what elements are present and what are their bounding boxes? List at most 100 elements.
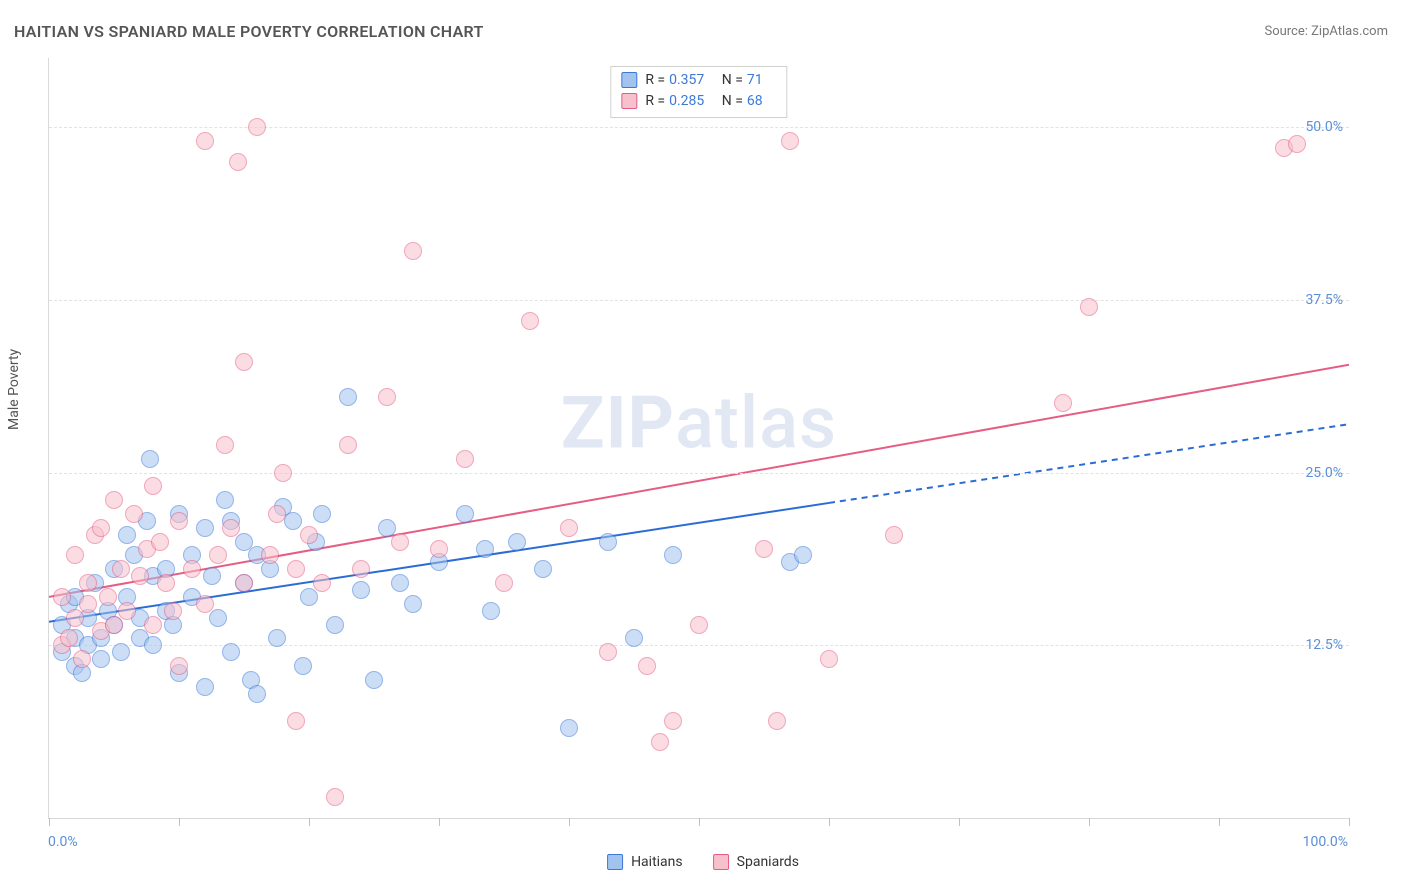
scatter-point-spaniards — [235, 353, 253, 371]
scatter-point-spaniards — [820, 650, 838, 668]
legend-swatch-spaniards — [713, 854, 729, 870]
scatter-point-spaniards — [73, 650, 91, 668]
scatter-point-spaniards — [60, 629, 78, 647]
scatter-point-spaniards — [144, 616, 162, 634]
legend-swatch-haitians — [607, 854, 623, 870]
scatter-point-haitians — [300, 588, 318, 606]
scatter-point-haitians — [196, 678, 214, 696]
scatter-point-haitians — [326, 616, 344, 634]
scatter-point-spaniards — [1080, 298, 1098, 316]
scatter-point-spaniards — [690, 616, 708, 634]
scatter-point-spaniards — [248, 118, 266, 136]
scatter-point-spaniards — [209, 546, 227, 564]
xtick — [1219, 818, 1220, 826]
scatter-point-spaniards — [105, 616, 123, 634]
legend-label-spaniards: Spaniards — [737, 854, 799, 870]
scatter-point-haitians — [664, 546, 682, 564]
gridline-h — [49, 300, 1349, 301]
scatter-point-haitians — [284, 512, 302, 530]
scatter-point-spaniards — [144, 477, 162, 495]
scatter-point-haitians — [339, 388, 357, 406]
scatter-point-spaniards — [885, 526, 903, 544]
scatter-point-spaniards — [430, 540, 448, 558]
scatter-point-spaniards — [664, 712, 682, 730]
scatter-point-spaniards — [235, 574, 253, 592]
xtick — [1349, 818, 1350, 826]
scatter-point-spaniards — [339, 436, 357, 454]
ytick-label: 37.5% — [1305, 292, 1343, 308]
scatter-point-haitians — [203, 567, 221, 585]
legend-label-haitians: Haitians — [631, 854, 683, 870]
scatter-point-haitians — [352, 581, 370, 599]
scatter-point-haitians — [534, 560, 552, 578]
scatter-point-spaniards — [261, 546, 279, 564]
scatter-point-haitians — [482, 602, 500, 620]
scatter-point-haitians — [222, 643, 240, 661]
scatter-point-spaniards — [196, 595, 214, 613]
swatch-haitians — [621, 72, 637, 88]
scatter-point-haitians — [391, 574, 409, 592]
scatter-point-spaniards — [768, 712, 786, 730]
scatter-point-spaniards — [755, 540, 773, 558]
r-value-1: 0.285 — [669, 93, 704, 109]
n-label-1: N = — [722, 93, 743, 109]
scatter-point-spaniards — [378, 388, 396, 406]
scatter-point-spaniards — [560, 519, 578, 537]
scatter-point-spaniards — [300, 526, 318, 544]
scatter-point-spaniards — [391, 533, 409, 551]
scatter-point-spaniards — [170, 657, 188, 675]
scatter-point-spaniards — [216, 436, 234, 454]
watermark-text: ZIPatlas — [561, 380, 837, 465]
scatter-point-spaniards — [352, 560, 370, 578]
scatter-point-spaniards — [125, 505, 143, 523]
ytick-label: 50.0% — [1305, 119, 1343, 135]
scatter-point-spaniards — [651, 733, 669, 751]
n-label-0: N = — [722, 72, 743, 88]
scatter-point-spaniards — [131, 567, 149, 585]
xtick — [439, 818, 440, 826]
n-value-1: 68 — [747, 93, 763, 109]
scatter-point-haitians — [209, 609, 227, 627]
scatter-point-spaniards — [1054, 394, 1072, 412]
scatter-point-haitians — [248, 685, 266, 703]
scatter-point-spaniards — [118, 602, 136, 620]
scatter-point-spaniards — [287, 560, 305, 578]
bottom-legend: Haitians Spaniards — [607, 854, 799, 870]
scatter-point-spaniards — [66, 546, 84, 564]
gridline-h — [49, 127, 1349, 128]
r-value-0: 0.357 — [669, 72, 704, 88]
scatter-point-spaniards — [53, 588, 71, 606]
scatter-point-haitians — [141, 450, 159, 468]
scatter-point-spaniards — [164, 602, 182, 620]
scatter-point-spaniards — [456, 450, 474, 468]
r-label-0: R = — [645, 72, 665, 88]
gridline-h — [49, 473, 1349, 474]
stats-row-spaniards: R =0.285 N =68 — [621, 92, 776, 111]
n-value-0: 71 — [747, 72, 763, 88]
scatter-point-spaniards — [326, 788, 344, 806]
scatter-point-haitians — [144, 636, 162, 654]
scatter-point-spaniards — [92, 519, 110, 537]
gridline-h — [49, 645, 1349, 646]
xtick — [959, 818, 960, 826]
stats-row-haitians: R =0.357 N =71 — [621, 71, 776, 90]
scatter-point-haitians — [118, 526, 136, 544]
scatter-point-haitians — [216, 491, 234, 509]
scatter-point-haitians — [268, 629, 286, 647]
scatter-point-haitians — [112, 643, 130, 661]
scatter-point-spaniards — [222, 519, 240, 537]
scatter-point-spaniards — [287, 712, 305, 730]
xtick — [179, 818, 180, 826]
scatter-point-spaniards — [638, 657, 656, 675]
stats-legend-box: R =0.357 N =71 R =0.285 N =68 — [610, 66, 787, 118]
scatter-point-haitians — [404, 595, 422, 613]
xtick — [829, 818, 830, 826]
watermark-bold: ZIP — [561, 380, 675, 465]
scatter-point-spaniards — [79, 595, 97, 613]
xtick — [309, 818, 310, 826]
xtick — [699, 818, 700, 826]
scatter-point-spaniards — [521, 312, 539, 330]
scatter-point-spaniards — [157, 574, 175, 592]
scatter-point-spaniards — [105, 491, 123, 509]
y-axis-label: Male Poverty — [6, 349, 22, 430]
